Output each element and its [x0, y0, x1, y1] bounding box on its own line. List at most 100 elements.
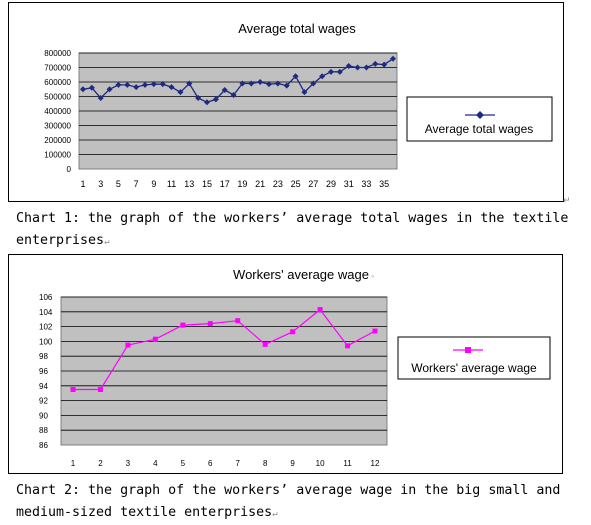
c1-data-point: [372, 60, 379, 67]
c2-y-tick-label: 96: [39, 367, 48, 376]
c2-y-tick-label: 90: [39, 411, 48, 420]
c2-y-tick-label: 102: [39, 323, 53, 332]
c1-data-point: [124, 81, 131, 88]
c1-x-tick-label: 31: [344, 179, 354, 189]
c1-data-point: [230, 92, 237, 99]
c2-x-tick-label: 2: [98, 459, 103, 468]
c1-data-point: [195, 94, 202, 101]
c1-data-point: [239, 80, 246, 87]
c1-y-tick-label: 400000: [44, 107, 71, 116]
c2-data-point: [372, 328, 378, 334]
c1-data-point: [97, 94, 104, 101]
c1-data-point: [133, 84, 140, 91]
chart-1-caption-line-1: Chart 1: the graph of the workers’ avera…: [16, 211, 569, 226]
chart-2-frame: Workers' average wage ◦ 86 88 90 92 94 96 98 10…: [8, 254, 563, 474]
chart-1-title: Average total wages: [238, 21, 356, 36]
chart-1-svg: Average total wages 0 100000 200000 300000 4…: [44, 21, 553, 189]
c1-data-point: [292, 73, 299, 80]
c1-data-point: [106, 86, 113, 93]
c1-x-tick-label: 11: [167, 179, 176, 189]
c1-data-point: [159, 81, 166, 88]
c1-x-tick-label: 29: [326, 179, 336, 189]
chart-2-legend: Workers' average wage: [397, 336, 551, 380]
c1-data-point: [221, 86, 228, 93]
chart-2-series-line: [73, 308, 376, 391]
c1-data-point: [381, 61, 388, 68]
c2-x-tick-label: 7: [236, 459, 241, 468]
chart-1-caption-mark: ↵: [104, 237, 110, 247]
c1-data-point: [80, 86, 86, 93]
chart-1-caption-line-2: enterprises: [16, 233, 105, 248]
chart-2-caption-line-2-wrap: medium-sized textile enterprises↵: [16, 502, 576, 525]
c1-y-tick-label: 500000: [44, 93, 71, 102]
c1-y-tick-label: 0: [67, 165, 72, 174]
c2-x-tick-label: 8: [263, 459, 268, 468]
c1-data-point: [177, 89, 184, 96]
c1-x-tick-label: 9: [151, 179, 156, 189]
c1-y-tick-label: 200000: [44, 136, 71, 145]
c1-y-tick-label: 600000: [44, 78, 71, 87]
c2-y-tick-label: 106: [39, 293, 53, 302]
c2-x-tick-label: 11: [343, 459, 352, 468]
c1-y-tick-label: 100000: [44, 151, 71, 160]
c2-data-point: [317, 307, 323, 313]
c1-x-tick-label: 7: [134, 179, 139, 189]
c1-data-point: [301, 89, 308, 96]
c2-y-tick-label: 98: [39, 352, 48, 361]
c1-data-point: [248, 80, 255, 87]
c1-y-tick-label: 800000: [44, 49, 71, 58]
chart-2-x-tick-labels: 1 2 3 4 5 6 7 8 9 10 11 12: [71, 459, 380, 468]
c2-data-point: [70, 387, 76, 392]
c2-y-tick-label: 100: [39, 337, 53, 346]
c2-data-point: [262, 341, 268, 347]
chart-1-legend-box: [406, 96, 553, 142]
chart-2-caption-line-2: medium-sized textile enterprises: [16, 505, 273, 520]
c2-y-tick-label: 104: [39, 308, 53, 317]
c1-x-tick-label: 23: [273, 179, 283, 189]
c1-x-tick-label: 15: [202, 179, 212, 189]
chart-1-data-points: [80, 55, 396, 106]
c1-data-point: [319, 73, 326, 80]
c1-data-point: [310, 80, 317, 87]
c2-data-point: [207, 321, 213, 327]
c1-data-point: [390, 55, 396, 62]
c1-data-point: [283, 82, 290, 89]
c2-x-tick-label: 3: [126, 459, 131, 468]
chart-2-y-tick-labels: 86 88 90 92 94 96 98 100 102 104 106: [39, 293, 53, 450]
chart-2-caption-mark: ↵: [272, 509, 278, 519]
c1-data-point: [212, 96, 219, 103]
c2-data-point: [345, 343, 351, 349]
chart-1-x-tick-labels: 1 3 5 7 9 11 13 15 17 19 21 23 25 27 29 31 33 35: [80, 179, 389, 189]
c2-data-point: [235, 318, 241, 324]
c2-x-tick-label: 9: [290, 459, 295, 468]
c2-x-tick-label: 10: [316, 459, 325, 468]
c1-data-point: [266, 81, 272, 88]
chart-1-frame: Average total wages 0 100000 200000 300000 4…: [8, 2, 564, 202]
chart-2-gridlines: [61, 296, 387, 431]
c1-x-tick-label: 25: [291, 179, 301, 189]
c1-data-point: [168, 84, 175, 91]
c2-data-point: [290, 329, 296, 335]
chart-1-legend-label: Average total wages: [425, 122, 534, 136]
c1-x-tick-label: 27: [308, 179, 318, 189]
chart-1-gridlines: [79, 52, 397, 155]
c1-x-tick-label: 13: [184, 179, 194, 189]
c1-data-point: [274, 80, 281, 87]
chart-2-svg: Workers' average wage ◦ 8688909294969810…: [39, 267, 551, 468]
c1-data-point: [204, 99, 210, 106]
c1-x-tick-label: 1: [80, 179, 85, 189]
chart-1-y-tick-labels: 0 100000 200000 300000 400000 500000 600000 700…: [44, 49, 71, 174]
c1-data-point: [257, 79, 264, 85]
chart-2-title: Workers' average wage: [233, 267, 369, 282]
chart-1-legend-marker: [476, 111, 484, 119]
c1-data-point: [150, 81, 157, 88]
c1-x-tick-label: 3: [98, 179, 103, 189]
c2-data-point: [97, 387, 103, 392]
c2-x-tick-label: 4: [153, 459, 158, 468]
c2-y-tick-label: 94: [39, 382, 48, 391]
chart-2-data-points: [70, 307, 378, 392]
c2-y-tick-label: 92: [39, 397, 48, 406]
chart-1-paragraph-mark: ↵: [563, 195, 571, 205]
c1-data-point: [336, 68, 343, 75]
c2-x-tick-label: 1: [71, 459, 76, 468]
